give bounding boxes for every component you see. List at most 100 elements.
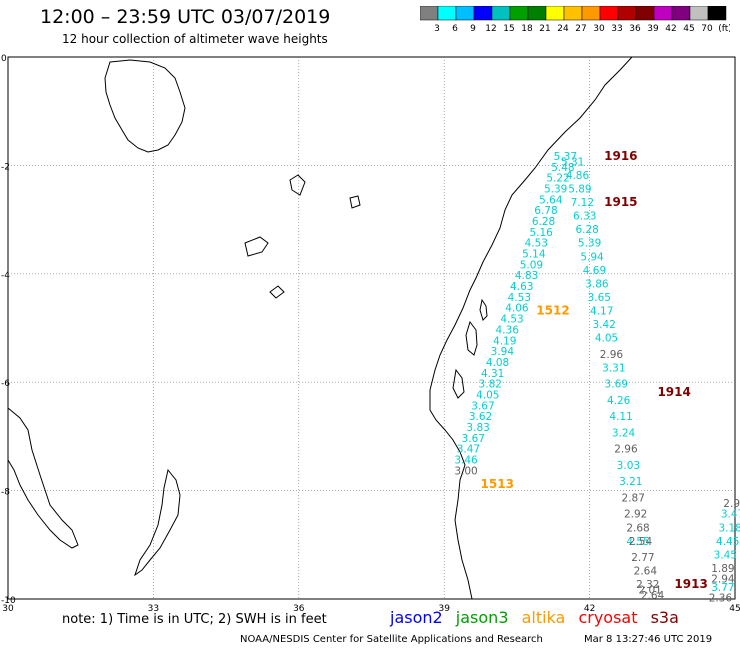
lake-victoria — [104, 59, 186, 153]
wave-height-label: 4.19 — [493, 335, 516, 347]
legend-label: 15 — [503, 24, 514, 34]
wave-height-label: 6.28 — [575, 224, 598, 236]
wave-height-label: 3.21 — [619, 476, 642, 488]
legend-label: (ft) — [718, 24, 730, 34]
lat-label: -8 — [1, 488, 10, 498]
pass-id-label: 1512 — [536, 303, 569, 317]
wave-height-label: 2.87 — [622, 492, 645, 504]
wave-height-label: 5.37 — [554, 151, 577, 163]
legend-label: 24 — [557, 24, 569, 34]
legend-label: 30 — [593, 24, 605, 34]
wave-height-label: 2.96 — [614, 444, 638, 456]
wave-height-label: 3.83 — [466, 422, 489, 434]
wave-height-label: 4.11 — [609, 411, 632, 423]
wave-height-label: 4.05 — [476, 389, 499, 401]
wave-height-label: 4.06 — [505, 303, 529, 315]
wave-height-label: 2.64 — [641, 590, 665, 602]
wave-height-label: 3.42 — [592, 319, 615, 331]
legend-label: 3 — [434, 24, 440, 34]
wave-height-label: 3.82 — [479, 379, 502, 391]
wave-height-label: 6.33 — [573, 211, 596, 223]
legend-label: 45 — [683, 24, 694, 34]
coastline — [7, 56, 633, 600]
wave-height-label: 3.62 — [469, 411, 492, 423]
wave-height-label: 5.64 — [539, 194, 563, 206]
wave-height-label: 3.31 — [602, 362, 625, 374]
footer-timestamp: Mar 8 13:27:46 UTC 2019 — [584, 634, 713, 645]
wave-height-label: 5.14 — [522, 249, 546, 261]
wave-height-label: 4.63 — [510, 281, 533, 293]
lake-malawi — [134, 468, 181, 577]
wave-height-label: 4.08 — [486, 357, 509, 369]
legend-label: 36 — [629, 24, 641, 34]
legend-label: 12 — [485, 24, 496, 34]
legend-label: 27 — [575, 24, 586, 34]
wave-height-label: 4.55 — [626, 536, 649, 548]
lon-label: 39 — [438, 604, 450, 614]
satellite-cryosat: cryosat — [578, 608, 638, 627]
wave-height-label: 4.83 — [515, 270, 538, 282]
wave-height-label: 3.00 — [454, 465, 477, 477]
small-lakes — [244, 174, 361, 299]
footer-credit: NOAA/NESDIS Center for Satellite Applica… — [240, 634, 543, 645]
legend-label: 18 — [521, 24, 533, 34]
zanzibar-island — [465, 320, 478, 356]
wave-height-label: 4.05 — [595, 333, 618, 345]
lat-label: 0 — [1, 54, 7, 64]
lat-label: -10 — [1, 596, 16, 606]
wave-height-label: 2.54 — [629, 536, 653, 548]
wave-height-label: 3.94 — [491, 346, 515, 358]
lat-label: -2 — [1, 162, 10, 172]
wave-height-label: 3.03 — [617, 460, 640, 472]
satellite-altika: altika — [521, 608, 566, 627]
wave-height-label: 2.94 — [711, 574, 735, 586]
pass-id-label: 1913 — [674, 577, 707, 591]
pass-labels: 1916 1915 1914 1913 1512 1513 — [481, 149, 708, 591]
lat-label: -6 — [1, 379, 10, 389]
legend-label: 21 — [539, 24, 550, 34]
wave-height-label: 5.89 — [568, 184, 591, 196]
wave-height-label: 2.36 — [709, 593, 733, 605]
wave-height-label: 3.18 — [718, 522, 740, 534]
wave-height-label: 2.64 — [634, 566, 658, 578]
wave-height-label: 4.69 — [583, 265, 606, 277]
wave-height-label: 3.65 — [588, 292, 611, 304]
mainland-coast — [429, 56, 633, 600]
wave-height-label: 4.53 — [525, 238, 548, 250]
wave-height-label: 3.67 — [462, 433, 485, 445]
wave-height-label: 6.78 — [534, 205, 557, 217]
wave-height-label: 4.45 — [716, 536, 739, 548]
wave-height-label: 4.17 — [590, 305, 613, 317]
lat-label: -4 — [1, 271, 10, 281]
wave-height-label: 5.39 — [544, 184, 567, 196]
wave-height-label: 5.22 — [546, 173, 569, 185]
legend-label: 70 — [701, 24, 713, 34]
wave-height-label: 4.26 — [607, 395, 631, 407]
wave-height-label: 4.53 — [500, 314, 523, 326]
wave-height-label: 3.47 — [457, 444, 480, 456]
satellite-jason2: jason2 — [390, 608, 443, 627]
map-subtitle: 12 hour collection of altimeter wave hei… — [62, 32, 328, 46]
wave-height-label: 5.09 — [520, 259, 543, 271]
wave-height-label: 3.24 — [612, 427, 636, 439]
wave-height-label: 1.89 — [711, 563, 734, 575]
wave-height-label: 4.31 — [481, 368, 504, 380]
wave-height-label: 3.86 — [585, 278, 609, 290]
wave-height-label: 2.68 — [626, 522, 649, 534]
wave-height-label: 5.39 — [578, 238, 601, 250]
satellite-legend: jason2 jason3 altika cryosat s3a — [390, 608, 687, 627]
wave-height-label: 3.46 — [454, 455, 478, 467]
lake-tanganyika — [7, 407, 79, 549]
map-frame — [7, 56, 736, 600]
pass-id-label: 1914 — [657, 385, 690, 399]
mafia-island — [452, 368, 465, 399]
pass-id-label: 1916 — [604, 149, 637, 163]
wave-height-label: 3.47 — [721, 509, 740, 521]
lon-label: 33 — [148, 604, 159, 614]
wave-height-label: 3.45 — [714, 549, 737, 561]
legend-swatch — [707, 6, 727, 21]
wave-height-label: 2.92 — [723, 498, 740, 510]
wave-height-label: 6.28 — [532, 216, 555, 228]
wave-height-label: 4.53 — [508, 292, 531, 304]
